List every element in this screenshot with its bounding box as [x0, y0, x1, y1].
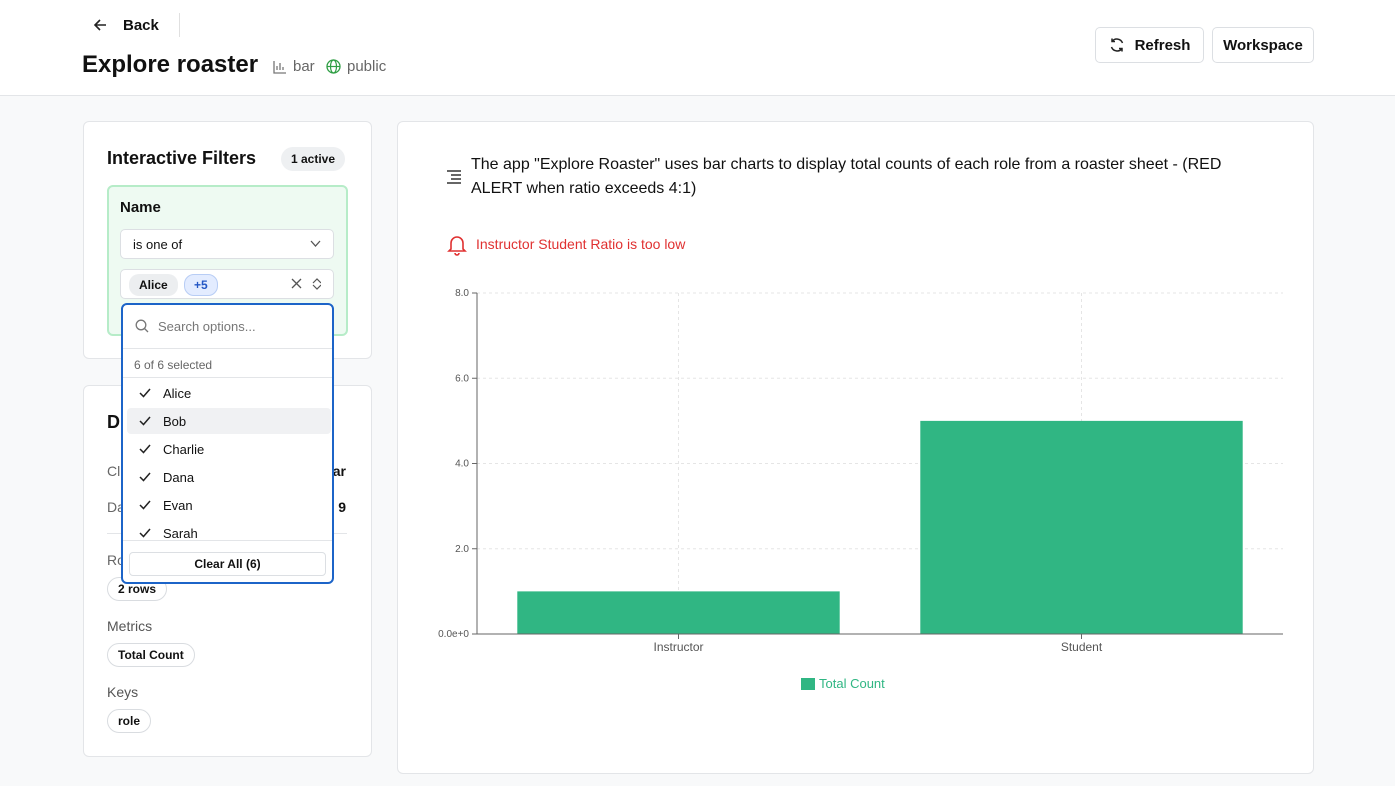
page-title: Explore roaster — [82, 51, 259, 78]
y-tick-label: 8.0 — [455, 288, 469, 299]
option[interactable]: Bob — [127, 408, 331, 434]
option-label: Alice — [163, 385, 192, 401]
search-icon — [135, 319, 149, 333]
chart: 0.0e+0 2.0 4.0 6.0 8.0 Instructor Student Total… — [438, 288, 1283, 691]
check-icon — [139, 528, 151, 538]
option-label: Dana — [163, 469, 195, 485]
x-tick-label: Instructor — [653, 640, 703, 654]
y-tick-label: 6.0 — [455, 373, 469, 384]
selected-count: 6 of 6 selected — [134, 358, 213, 372]
workspace-button[interactable]: Workspace — [1212, 27, 1314, 63]
type-badge: bar — [273, 58, 315, 75]
description-icon — [447, 170, 461, 184]
field-label: Name — [120, 199, 161, 216]
option[interactable]: Sarah — [127, 520, 331, 546]
more-chip: +5 — [184, 274, 218, 296]
y-tick-label: 4.0 — [455, 459, 469, 470]
key-chip: role — [107, 709, 152, 733]
chevron — [310, 240, 321, 247]
check-icon — [139, 472, 151, 482]
legend-label: Total Count — [819, 676, 885, 691]
x-tick-label: Student — [1061, 640, 1103, 654]
divider — [179, 13, 180, 37]
option-label: Charlie — [163, 441, 205, 457]
globe-icon — [326, 59, 341, 74]
option[interactable]: Alice — [127, 380, 331, 406]
operator-select[interactable]: is one of — [120, 229, 334, 259]
divider — [123, 348, 332, 349]
visibility-label: public — [347, 58, 387, 75]
operator-label: is one of — [133, 237, 183, 252]
back-label: Back — [123, 16, 159, 34]
check-icon — [139, 416, 151, 426]
bar — [920, 420, 1243, 634]
y-tick-label: 2.0 — [455, 544, 469, 555]
filters-title: Interactive Filters — [107, 148, 257, 168]
detail-label: Da — [107, 499, 125, 515]
rows-label: Ro — [107, 552, 125, 568]
type-label: bar — [293, 58, 315, 75]
alert-icon — [447, 236, 467, 256]
option[interactable]: Dana — [127, 464, 331, 490]
bar — [517, 591, 840, 634]
clear-all-button[interactable]: Clear All (6) — [129, 552, 326, 576]
metrics-label: Metrics — [107, 618, 153, 634]
detail-value: 9 — [338, 499, 346, 515]
detail-value: ar — [332, 463, 346, 479]
divider — [123, 540, 332, 541]
check-icon — [139, 388, 151, 398]
refresh-icon — [1110, 38, 1123, 52]
details-title: D — [107, 412, 120, 432]
alert-text: Instructor Student Ratio is too low — [476, 236, 686, 252]
refresh-button[interactable]: Refresh — [1095, 27, 1204, 63]
option-label: Bob — [163, 413, 187, 429]
options-dropdown: Search options... 6 of 6 selected Alice B… — [121, 303, 334, 584]
back-button[interactable]: Back — [93, 14, 159, 36]
option[interactable]: Evan — [127, 492, 331, 518]
detail-label: Cl — [107, 463, 121, 479]
check-icon — [139, 500, 151, 510]
active-badge: 1 active — [281, 147, 346, 171]
chart-description: The app "Explore Roaster" uses bar chart… — [471, 156, 1222, 197]
clear-chevrons[interactable] — [291, 278, 321, 290]
check-icon — [139, 444, 151, 454]
value-chip: Alice — [129, 274, 178, 296]
refresh-label: Refresh — [1134, 36, 1191, 54]
option-label: Evan — [163, 497, 193, 513]
option[interactable]: Charlie — [127, 436, 331, 462]
back-icon — [93, 19, 106, 31]
workspace-label: Workspace — [1223, 36, 1303, 54]
y-tick-label: 0.0e+0 — [438, 629, 469, 640]
visibility-badge: public — [326, 58, 386, 75]
option-label: Sarah — [163, 525, 198, 541]
divider — [123, 377, 332, 378]
metric-chip: Total Count — [107, 643, 195, 667]
legend-swatch — [801, 678, 815, 690]
bar-icon — [273, 60, 286, 74]
search-input[interactable]: Search options... — [158, 319, 256, 334]
keys-label: Keys — [107, 684, 139, 700]
